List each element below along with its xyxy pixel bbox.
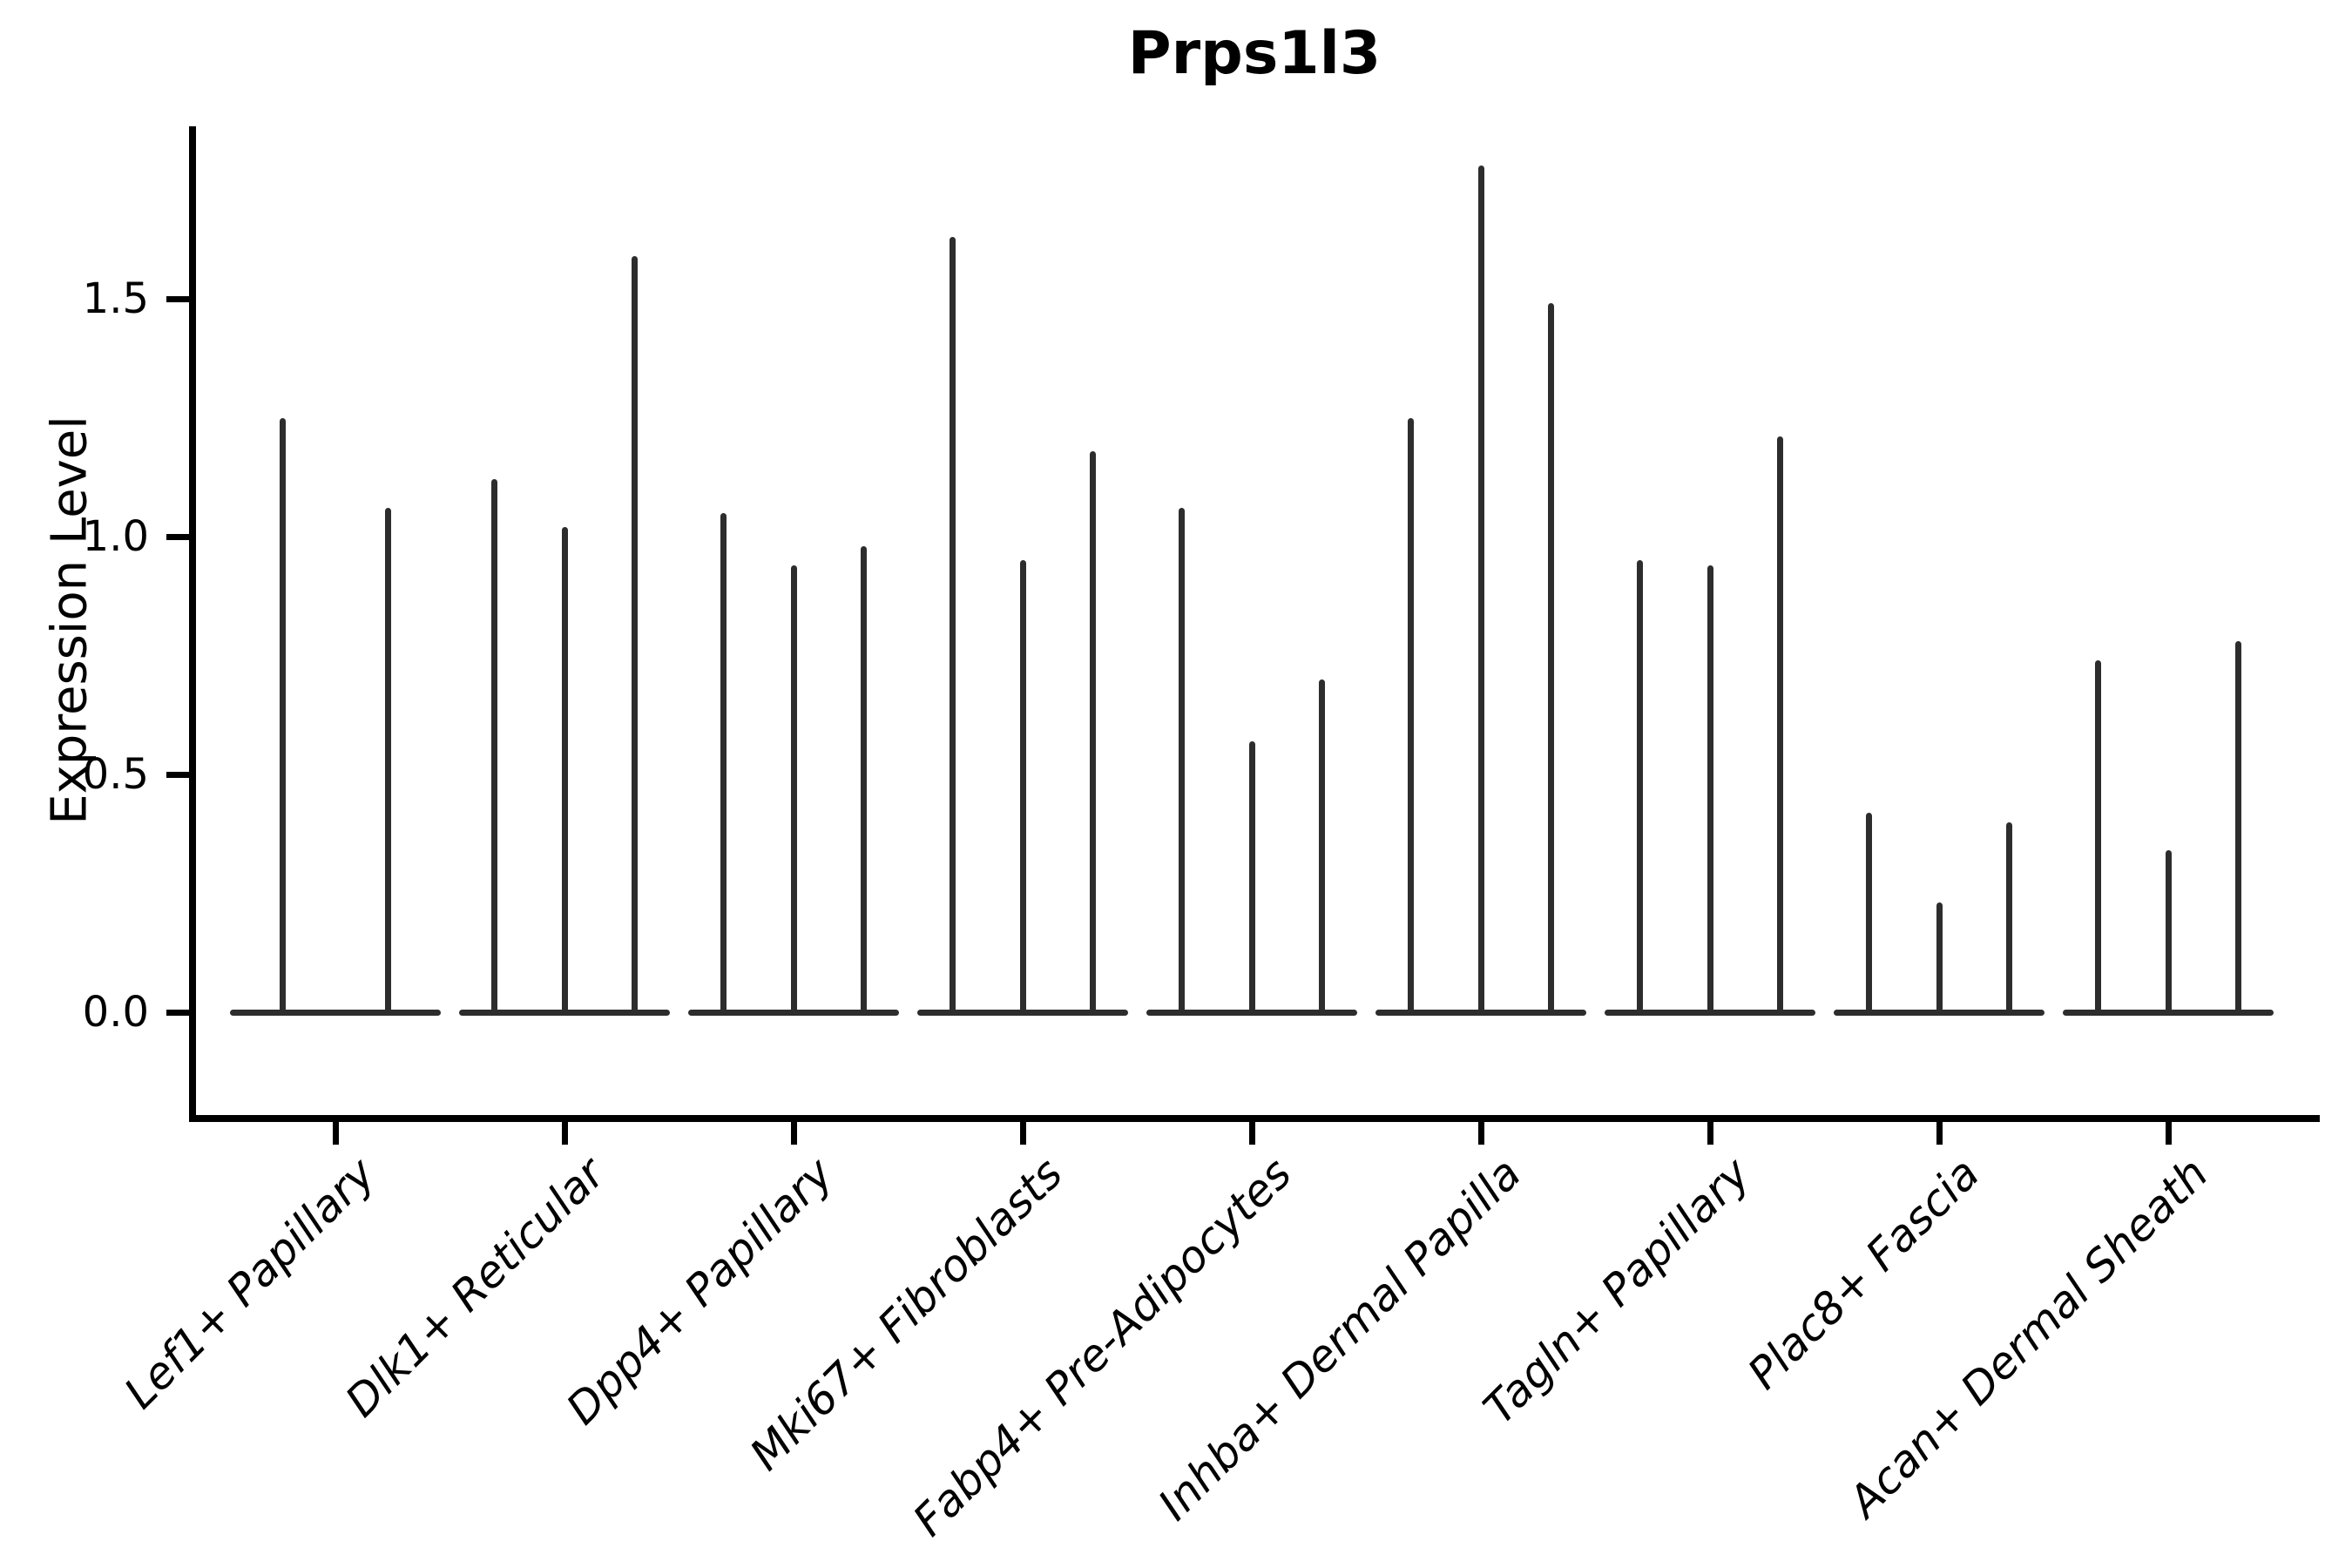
violin-density-spike: [1019, 560, 1026, 1016]
violin-density-spike: [280, 417, 286, 1016]
violin-density-spike: [2165, 850, 2172, 1016]
violin-density-spike: [1865, 812, 1872, 1016]
violin-density-spike: [1636, 560, 1643, 1016]
violin-density-spike: [1936, 902, 1943, 1016]
x-tick-label: Lef1+ Papillary: [114, 1148, 386, 1419]
violin-density-spike: [1777, 436, 1784, 1016]
x-axis-tick: [1248, 1122, 1255, 1145]
y-tick-label: 1.5: [82, 274, 149, 323]
x-tick-label: Fabp4+ Pre-Adipocytes: [903, 1148, 1302, 1546]
violin-density-spike: [949, 237, 956, 1016]
y-axis-tick: [166, 533, 189, 540]
plot-area: [189, 126, 2320, 1122]
y-axis-tick: [166, 295, 189, 302]
x-axis-tick: [2165, 1122, 2172, 1145]
violin-density-spike: [2094, 659, 2101, 1016]
violin-density-spike: [1548, 303, 1555, 1016]
violin-density-spike: [1248, 740, 1255, 1016]
violin-base-line: [230, 1010, 441, 1016]
violin-density-spike: [861, 545, 868, 1016]
violin-density-spike: [632, 255, 639, 1016]
violin-density-spike: [490, 479, 497, 1016]
violin-density-spike: [1477, 166, 1484, 1016]
x-axis-tick: [332, 1122, 339, 1145]
violin-density-spike: [2235, 641, 2242, 1016]
violin-density-spike: [1319, 679, 1326, 1016]
y-axis-tick: [166, 771, 189, 778]
y-tick-label: 0.5: [82, 750, 149, 799]
x-axis-tick: [1936, 1122, 1943, 1145]
violin-density-spike: [1090, 450, 1097, 1016]
x-axis-tick: [1019, 1122, 1026, 1145]
violin-density-spike: [1407, 417, 1414, 1016]
x-tick-label: Plac8+ Fascia: [1738, 1148, 1990, 1399]
violin-density-spike: [1707, 564, 1713, 1016]
violin-density-spike: [385, 508, 391, 1016]
x-axis-tick: [1707, 1122, 1713, 1145]
violin-density-spike: [720, 512, 727, 1016]
violin-density-spike: [561, 527, 568, 1016]
x-tick-label: Inhba+ Dermal Papilla: [1148, 1148, 1531, 1531]
x-axis-tick: [561, 1122, 568, 1145]
y-tick-label: 0.0: [82, 988, 149, 1037]
y-axis-tick: [166, 1009, 189, 1016]
chart-title: Prps1l3: [1127, 19, 1382, 88]
x-axis-tick: [1477, 1122, 1484, 1145]
x-axis-tick: [790, 1122, 797, 1145]
violin-density-spike: [1178, 508, 1185, 1016]
violin-density-spike: [790, 564, 797, 1016]
y-tick-label: 1.0: [82, 512, 149, 561]
violin-density-spike: [2006, 821, 2013, 1016]
